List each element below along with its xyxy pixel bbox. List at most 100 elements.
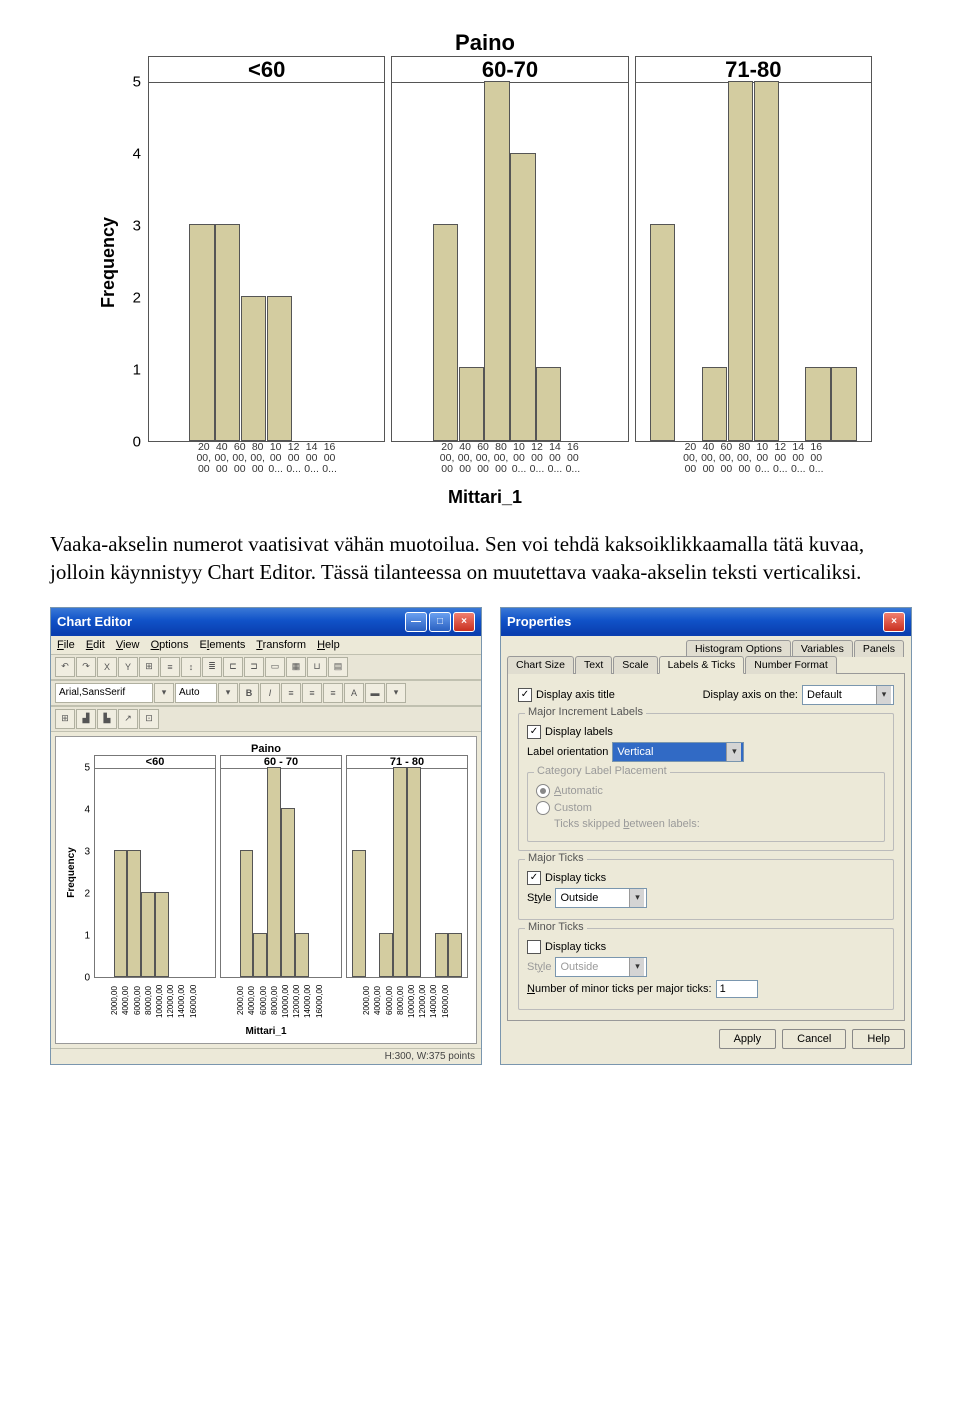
toolbar-button[interactable]: ▾	[154, 683, 174, 703]
main-histogram: Paino <60 60-70 71-80 Frequency 012345 2…	[95, 30, 875, 508]
chart-editor-window: Chart Editor — □ × File Edit View Option…	[50, 607, 482, 1065]
minimize-button[interactable]: —	[405, 612, 427, 632]
size-selector[interactable]: Auto	[175, 683, 217, 703]
menu-item[interactable]: Help	[317, 639, 340, 651]
toolbar-button[interactable]: ▙	[97, 709, 117, 729]
toolbar-button[interactable]: ▟	[76, 709, 96, 729]
label: Display labels	[545, 726, 613, 738]
label: Display ticks	[545, 941, 606, 953]
toolbar-button[interactable]: ≡	[323, 683, 343, 703]
statusbar: H:300, W:375 points	[51, 1048, 481, 1064]
toolbar-button[interactable]: ▭	[265, 657, 285, 677]
label: Label orientation	[527, 746, 608, 758]
minor-ticks-input[interactable]	[716, 980, 758, 998]
toolbar-button[interactable]: ▾	[218, 683, 238, 703]
window-title: Properties	[507, 614, 571, 629]
label: Style	[527, 892, 551, 904]
menu-item[interactable]: Transform	[256, 639, 306, 651]
tab[interactable]: Panels	[854, 640, 904, 657]
orientation-select[interactable]: Vertical	[612, 742, 744, 762]
window-title: Chart Editor	[57, 614, 132, 629]
label: Custom	[554, 802, 592, 814]
label: Display axis on the:	[703, 689, 798, 701]
toolbar-button[interactable]: ⊞	[139, 657, 159, 677]
close-button[interactable]: ×	[883, 612, 905, 632]
y-axis-label: Frequency	[99, 216, 120, 307]
menu-item[interactable]: Elements	[200, 639, 246, 651]
toolbar-button[interactable]: A	[344, 683, 364, 703]
toolbar-button[interactable]: ⊔	[307, 657, 327, 677]
toolbar-button[interactable]: ⊐	[244, 657, 264, 677]
toolbar-button[interactable]: Y	[118, 657, 138, 677]
cancel-button[interactable]: Cancel	[782, 1029, 846, 1049]
x-axis-label: Mittari_1	[95, 487, 875, 508]
label: Ticks skipped between labels:	[554, 818, 700, 830]
toolbar-button[interactable]: ▾	[386, 683, 406, 703]
apply-button[interactable]: Apply	[719, 1029, 777, 1049]
bold-button[interactable]: B	[239, 683, 259, 703]
tab-active[interactable]: Labels & Ticks	[659, 656, 745, 674]
properties-window: Properties × Histogram Options Variables…	[500, 607, 912, 1065]
menu-item[interactable]: File	[57, 639, 75, 651]
toolbar-button[interactable]: ⊞	[55, 709, 75, 729]
group-title: Minor Ticks	[525, 921, 587, 933]
radio	[536, 784, 550, 798]
window-titlebar[interactable]: Properties ×	[501, 608, 911, 636]
mini-panel-label: 60 - 70	[220, 755, 342, 768]
toolbar-button[interactable]: ▬	[365, 683, 385, 703]
label: Display ticks	[545, 872, 606, 884]
window-titlebar[interactable]: Chart Editor — □ ×	[51, 608, 481, 636]
close-button[interactable]: ×	[453, 612, 475, 632]
menu-item[interactable]: Options	[151, 639, 189, 651]
help-button[interactable]: Help	[852, 1029, 905, 1049]
tab[interactable]: Number Format	[745, 656, 837, 674]
toolbar-button[interactable]: ↷	[76, 657, 96, 677]
style-select: Outside	[555, 957, 647, 977]
toolbar-2: Arial,SansSerif ▾ Auto ▾ B I ≡ ≡ ≡ A ▬ ▾	[51, 680, 481, 706]
axis-side-select[interactable]: Default	[802, 685, 894, 705]
tab[interactable]: Histogram Options	[686, 640, 791, 657]
chart-canvas[interactable]: Paino <60 60 - 70 71 - 80 Frequency 0123…	[55, 736, 477, 1044]
toolbar-button[interactable]: ↶	[55, 657, 75, 677]
panel-label: <60	[148, 56, 385, 82]
toolbar-button[interactable]: ⊡	[139, 709, 159, 729]
checkbox[interactable]	[527, 940, 541, 954]
label: Style	[527, 961, 551, 973]
tab[interactable]: Variables	[792, 640, 853, 657]
toolbar-button[interactable]: ≡	[281, 683, 301, 703]
toolbar-button[interactable]: ≣	[202, 657, 222, 677]
toolbar-button[interactable]: ▤	[328, 657, 348, 677]
mini-xlabel: Mittari_1	[62, 1026, 470, 1037]
checkbox[interactable]: ✓	[527, 725, 541, 739]
toolbar-button[interactable]: ↕	[181, 657, 201, 677]
toolbar: ↶ ↷ X Y ⊞ ≡ ↕ ≣ ⊏ ⊐ ▭ ▦ ⊔ ▤	[51, 654, 481, 680]
mini-panel-label: <60	[94, 755, 216, 768]
menubar[interactable]: File Edit View Options Elements Transfor…	[51, 636, 481, 654]
style-select[interactable]: Outside	[555, 888, 647, 908]
menu-item[interactable]: Edit	[86, 639, 105, 651]
toolbar-button[interactable]: X	[97, 657, 117, 677]
panel-label: 71-80	[635, 56, 872, 82]
tab[interactable]: Chart Size	[507, 656, 574, 674]
maximize-button[interactable]: □	[429, 612, 451, 632]
menu-item[interactable]: View	[116, 639, 140, 651]
label: Number of minor ticks per major ticks:	[527, 983, 712, 995]
label: Automatic	[554, 785, 603, 797]
toolbar-button[interactable]: ▦	[286, 657, 306, 677]
font-selector[interactable]: Arial,SansSerif	[55, 683, 153, 703]
italic-button[interactable]: I	[260, 683, 280, 703]
group-title: Major Ticks	[525, 852, 587, 864]
tab[interactable]: Text	[575, 656, 612, 674]
checkbox[interactable]: ✓	[527, 871, 541, 885]
body-paragraph: Vaaka-akselin numerot vaatisivat vähän m…	[50, 530, 920, 587]
toolbar-button[interactable]: ⊏	[223, 657, 243, 677]
group-title: Major Increment Labels	[525, 706, 646, 718]
toolbar-3: ⊞ ▟ ▙ ↗ ⊡	[51, 706, 481, 732]
tab[interactable]: Scale	[613, 656, 657, 674]
chart-panels	[145, 82, 875, 442]
toolbar-button[interactable]: ≡	[160, 657, 180, 677]
label: Display axis title	[536, 689, 615, 701]
toolbar-button[interactable]: ↗	[118, 709, 138, 729]
toolbar-button[interactable]: ≡	[302, 683, 322, 703]
checkbox[interactable]: ✓	[518, 688, 532, 702]
